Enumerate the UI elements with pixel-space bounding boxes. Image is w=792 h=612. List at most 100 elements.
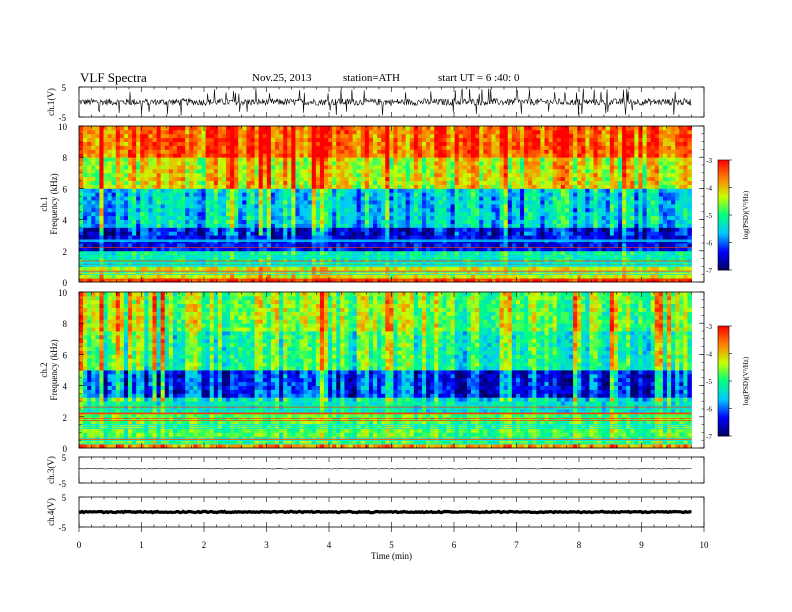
- spectrogram-cell: [515, 243, 521, 248]
- spectrogram-cell: [156, 262, 162, 267]
- spectrogram-cell: [458, 196, 464, 201]
- spectrogram-cell: [115, 243, 121, 248]
- spectrogram-cell: [83, 192, 88, 197]
- spectrogram-cell: [593, 157, 598, 162]
- spectrogram-cell: [107, 168, 113, 174]
- spectrogram-cell: [577, 176, 582, 181]
- spectrogram-cell: [275, 188, 280, 193]
- spectrogram-cell: [487, 211, 492, 217]
- spectrogram-cell: [605, 231, 611, 236]
- spectrogram-cell: [119, 231, 125, 236]
- spectrogram-cell: [201, 184, 206, 189]
- spectrogram-cell: [589, 172, 594, 178]
- spectrogram-cell: [654, 231, 660, 236]
- spectrogram-cell: [626, 211, 631, 217]
- spectrogram-cell: [479, 204, 484, 209]
- spectrogram-cell: [279, 262, 284, 267]
- spectrogram-cell: [675, 161, 680, 166]
- spectrogram-cell: [226, 184, 231, 189]
- spectrogram-cell: [107, 243, 113, 248]
- spectrogram-cell: [246, 200, 251, 205]
- spectrogram-cell: [589, 227, 594, 232]
- spectrogram-cell: [360, 204, 366, 209]
- spectrogram-cell: [140, 207, 145, 213]
- spectrogram-cell: [687, 168, 692, 174]
- spectrogram-cell: [91, 235, 96, 240]
- spectrogram-cell: [328, 211, 333, 217]
- spectrogram-cell: [442, 274, 447, 279]
- spectrogram-cell: [140, 188, 145, 193]
- spectrogram-cell: [532, 235, 537, 240]
- spectrogram-cell: [209, 246, 215, 252]
- spectrogram-cell: [291, 219, 296, 224]
- spectrogram-cell: [87, 200, 92, 205]
- spectrogram-cell: [295, 204, 300, 209]
- spectrogram-cell: [618, 211, 623, 217]
- spectrogram-cell: [520, 196, 525, 201]
- spectrogram-cell: [123, 231, 129, 236]
- spectrogram-cell: [609, 250, 615, 256]
- spectrogram-cell: [107, 231, 113, 236]
- spectrogram-cell: [324, 250, 329, 256]
- spectrogram-cell: [638, 184, 643, 189]
- spectrogram-cell: [430, 165, 435, 170]
- spectrogram-cell: [95, 219, 100, 224]
- spectrogram-cell: [597, 161, 603, 166]
- spectrogram-cell: [442, 235, 447, 240]
- spectrogram-cell: [401, 192, 407, 197]
- spectrogram-cell: [328, 243, 333, 248]
- spectrogram-cell: [254, 153, 260, 158]
- spectrogram-cell: [618, 231, 623, 236]
- spectrogram-cell: [128, 196, 133, 201]
- spectrogram-cell: [221, 192, 227, 197]
- spectrogram-cell: [626, 274, 631, 279]
- spectrogram-cell: [87, 274, 92, 279]
- spectrogram-cell: [458, 227, 464, 232]
- spectrogram-cell: [258, 161, 264, 166]
- spectrogram-cell: [103, 180, 108, 185]
- spectrogram-cell: [140, 231, 145, 236]
- spectrogram-cell: [593, 176, 598, 181]
- spectrogram-cell: [324, 215, 329, 220]
- spectrogram-cell: [569, 274, 574, 279]
- spectrogram-cell: [536, 215, 541, 220]
- spectrogram-cell: [417, 262, 423, 267]
- spectrogram-cell: [511, 180, 517, 185]
- spectrogram-cell: [364, 266, 370, 271]
- spectrogram-cell: [254, 168, 260, 174]
- spectrogram-cell: [217, 176, 223, 181]
- spectrogram-cell: [434, 207, 439, 213]
- spectrogram-cell: [654, 235, 660, 240]
- spectrogram-cell: [597, 215, 603, 220]
- spectrogram-cell: [397, 278, 402, 283]
- spectrogram-cell: [601, 274, 607, 279]
- spectrogram-cell: [450, 172, 456, 178]
- spectrogram-cell: [450, 192, 456, 197]
- spectrogram-cell: [560, 157, 566, 162]
- spectrogram-cell: [613, 223, 619, 228]
- spectrogram-cell: [450, 246, 456, 252]
- spectrogram-cell: [442, 196, 447, 201]
- spectrogram-cell: [364, 161, 370, 166]
- spectrogram-cell: [609, 219, 615, 224]
- spectrogram-cell: [258, 180, 264, 185]
- spectrogram-cell: [597, 180, 603, 185]
- spectrogram-cell: [544, 278, 549, 283]
- spectrogram-cell: [368, 254, 374, 259]
- spectrogram-cell: [140, 254, 145, 259]
- spectrogram-cell: [328, 161, 333, 166]
- spectrogram-cell: [462, 246, 468, 252]
- spectrogram-cell: [303, 180, 309, 185]
- spectrogram-cell: [246, 215, 251, 220]
- spectrogram-cell: [462, 266, 468, 271]
- spectrogram-cell: [164, 180, 170, 185]
- spectrogram-cell: [626, 250, 631, 256]
- spectrogram-cell: [577, 161, 582, 166]
- spectrogram-cell: [156, 250, 162, 256]
- spectrogram-cell: [348, 176, 353, 181]
- spectrogram-cell: [79, 176, 84, 181]
- spectrogram-cell: [495, 184, 500, 189]
- spectrogram-cell: [336, 278, 341, 283]
- spectrogram-cell: [626, 180, 631, 185]
- spectrogram-cell: [364, 274, 370, 279]
